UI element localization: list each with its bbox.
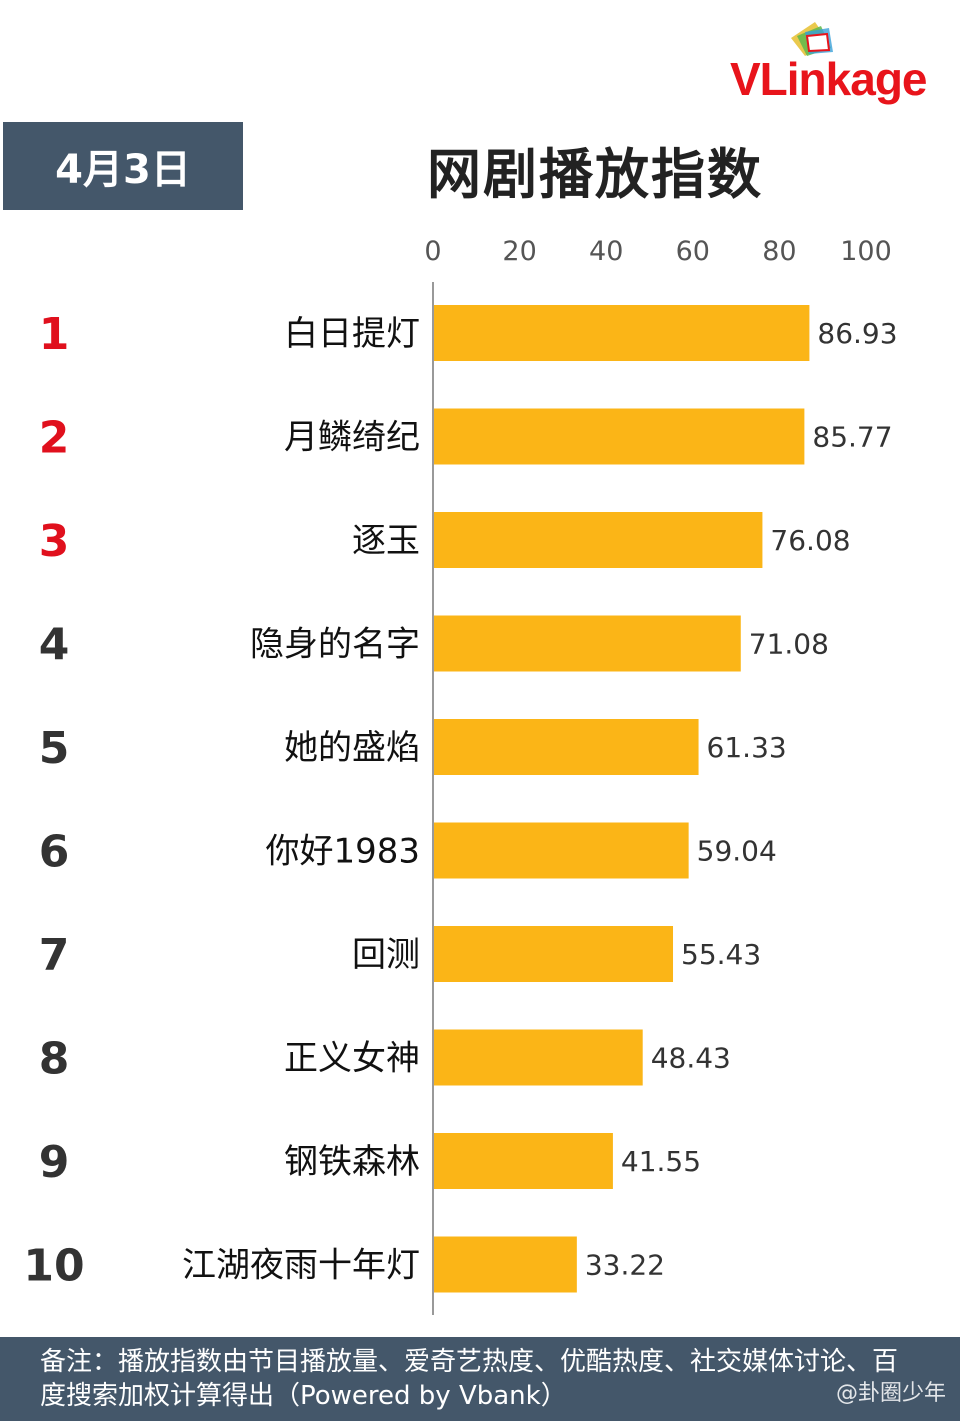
data-label: 55.43 — [681, 938, 761, 971]
logo-text-ink: ink — [786, 53, 851, 105]
x-tick-label: 60 — [676, 236, 710, 267]
logo-text-age: age — [850, 53, 927, 105]
date-badge: 4月3日 — [3, 122, 243, 210]
bar — [434, 305, 810, 361]
category-label: 她的盛焰 — [284, 728, 420, 768]
bar — [434, 719, 699, 775]
date-label: 4月3日 — [55, 147, 191, 193]
x-tick-label: 80 — [762, 236, 796, 267]
category-label: 回测 — [352, 935, 420, 975]
bar — [434, 1029, 643, 1086]
x-tick-label: 0 — [424, 236, 441, 267]
data-label: 86.93 — [817, 317, 897, 350]
footer-note: 备注：播放指数由节目播放量、爱奇艺热度、优酷热度、社交媒体讨论、百度搜索加权计算… — [40, 1347, 899, 1411]
category-label: 正义女神 — [284, 1039, 420, 1079]
rank-number: 1 — [39, 309, 70, 360]
logo-text: VLinkage — [730, 52, 928, 106]
rank-number: 4 — [39, 620, 70, 671]
bar — [434, 408, 805, 465]
category-label: 逐玉 — [352, 521, 420, 561]
rank-number: 3 — [39, 516, 70, 567]
data-label: 76.08 — [770, 524, 850, 557]
category-label: 钢铁森林 — [284, 1142, 420, 1182]
category-label: 隐身的名字 — [250, 625, 420, 665]
footer-note-bar: 备注：播放指数由节目播放量、爱奇艺热度、优酷热度、社交媒体讨论、百度搜索加权计算… — [0, 1337, 960, 1421]
data-label: 48.43 — [651, 1042, 731, 1075]
x-tick-label: 20 — [502, 236, 536, 267]
bar — [434, 1236, 577, 1293]
rank-number: 7 — [39, 930, 70, 981]
x-tick-label: 40 — [589, 236, 623, 267]
logo-text-v: VL — [730, 53, 788, 105]
data-label: 41.55 — [621, 1145, 701, 1178]
data-label: 71.08 — [749, 628, 829, 661]
rank-number: 2 — [39, 413, 70, 464]
bar — [434, 1133, 613, 1189]
x-tick-label: 100 — [840, 236, 892, 267]
weibo-watermark: @卦圈少年 — [835, 1381, 946, 1406]
bar — [434, 822, 689, 879]
bar — [434, 926, 674, 982]
data-label: 61.33 — [707, 731, 787, 764]
bar — [434, 615, 741, 672]
category-label: 江湖夜雨十年灯 — [182, 1246, 420, 1286]
rank-number: 8 — [39, 1034, 70, 1085]
category-label: 白日提灯 — [284, 314, 420, 354]
data-label: 85.77 — [812, 421, 892, 454]
logo-cards-icon — [791, 22, 833, 56]
bar — [434, 512, 763, 568]
category-label: 月鳞绮纪 — [284, 418, 420, 458]
rank-number: 9 — [39, 1137, 70, 1188]
data-label: 59.04 — [697, 835, 777, 868]
category-label: 你好1983 — [265, 832, 420, 872]
chart-title: 网剧播放指数 — [427, 143, 763, 206]
bar-chart: 0 20 40 60 80 100 86.93 白日提灯 1 85.77 月鳞绮纪 2 76.08 逐玉 3… — [23, 236, 898, 1315]
data-label: 33.22 — [585, 1249, 665, 1282]
vlinkage-logo: VLinkage — [730, 18, 955, 108]
rank-number: 10 — [23, 1241, 84, 1292]
rank-number: 6 — [39, 827, 70, 878]
rank-number: 5 — [39, 723, 70, 774]
